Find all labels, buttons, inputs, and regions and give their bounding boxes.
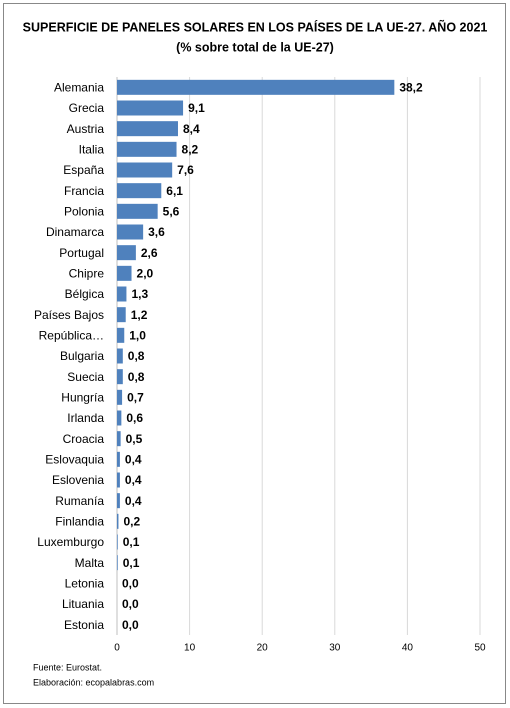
y-tick-label: Suecia [67, 370, 104, 384]
y-tick-label: Austria [67, 122, 105, 136]
data-label: 2,0 [137, 267, 154, 281]
data-label: 0,0 [122, 597, 139, 611]
data-label: 7,6 [177, 163, 194, 177]
data-label: 0,0 [122, 618, 139, 632]
data-label: 0,4 [125, 494, 142, 508]
y-tick-label: Estonia [64, 618, 104, 632]
data-label: 0,5 [126, 432, 143, 446]
y-tick-label: Letonia [65, 577, 105, 591]
y-tick-label: Bulgaria [60, 349, 104, 363]
x-tick-label: 30 [329, 643, 341, 654]
bar [117, 327, 125, 343]
bar [117, 265, 132, 281]
y-tick-label: Eslovenia [52, 473, 104, 487]
bar [117, 534, 118, 550]
y-tick-label: Polonia [64, 205, 104, 219]
bar [117, 513, 119, 529]
chart-border [3, 3, 506, 704]
y-tick-label: Eslovaquia [45, 453, 104, 467]
bar [117, 555, 118, 571]
y-tick-label: Malta [75, 556, 105, 570]
data-label: 0,2 [123, 515, 140, 529]
data-label: 0,0 [122, 577, 139, 591]
bar [117, 245, 136, 261]
bar [117, 162, 173, 178]
bar [117, 79, 395, 95]
data-label: 1,3 [131, 287, 148, 301]
data-label: 6,1 [166, 184, 183, 198]
bar [117, 472, 120, 488]
data-label: 3,6 [148, 225, 165, 239]
data-label: 9,1 [188, 101, 205, 115]
bar [117, 410, 122, 426]
bar [117, 183, 162, 199]
data-label: 0,8 [128, 370, 145, 384]
data-label: 0,8 [128, 349, 145, 363]
x-tick-label: 50 [474, 643, 486, 654]
data-label: 0,4 [125, 453, 142, 467]
y-tick-label: Alemania [54, 81, 104, 95]
y-tick-label: Francia [64, 184, 104, 198]
y-tick-label: Italia [79, 143, 105, 157]
data-label: 0,1 [123, 535, 140, 549]
bar [117, 224, 144, 240]
y-tick-label: Chipre [69, 267, 105, 281]
bar [117, 389, 123, 405]
bar [117, 493, 120, 509]
bar [117, 286, 127, 302]
data-label: 38,2 [399, 81, 423, 95]
y-tick-label: República… [39, 329, 104, 343]
y-tick-label: Irlanda [67, 411, 104, 425]
y-tick-label: Hungría [61, 391, 104, 405]
y-tick-label: Finlandia [55, 515, 104, 529]
y-tick-label: Portugal [59, 246, 104, 260]
y-tick-label: España [63, 163, 104, 177]
y-tick-label: Lituania [62, 597, 104, 611]
y-tick-label: Rumanía [55, 494, 104, 508]
x-tick-label: 10 [184, 643, 196, 654]
y-tick-label: Grecia [69, 101, 105, 115]
y-tick-label: Croacia [63, 432, 105, 446]
y-tick-label: Bélgica [65, 287, 105, 301]
y-tick-label: Luxemburgo [37, 535, 104, 549]
data-label: 8,2 [182, 143, 199, 157]
source-note: Elaboración: ecopalabras.com [33, 677, 154, 687]
bar [117, 203, 158, 219]
data-label: 5,6 [163, 205, 180, 219]
y-tick-label: Dinamarca [46, 225, 104, 239]
data-label: 8,4 [183, 122, 200, 136]
data-label: 0,4 [125, 473, 142, 487]
bar [117, 348, 123, 364]
bar [117, 121, 178, 137]
data-label: 1,0 [129, 329, 146, 343]
bar [117, 451, 120, 467]
data-label: 0,1 [123, 556, 140, 570]
bar [117, 307, 126, 323]
bar [117, 100, 184, 116]
data-label: 0,7 [127, 391, 144, 405]
source-note: Fuente: Eurostat. [33, 662, 102, 672]
x-tick-label: 0 [114, 643, 120, 654]
bar [117, 431, 121, 447]
bar [117, 369, 123, 385]
data-label: 1,2 [131, 308, 148, 322]
chart-title: SUPERFICIE DE PANELES SOLARES EN LOS PAÍ… [23, 19, 488, 34]
data-label: 0,6 [126, 411, 143, 425]
y-tick-label: Países Bajos [34, 308, 104, 322]
bar [117, 141, 177, 157]
x-tick-label: 20 [257, 643, 269, 654]
x-tick-label: 40 [402, 643, 414, 654]
data-label: 2,6 [141, 246, 158, 260]
chart-subtitle: (% sobre total de la UE-27) [176, 40, 334, 54]
